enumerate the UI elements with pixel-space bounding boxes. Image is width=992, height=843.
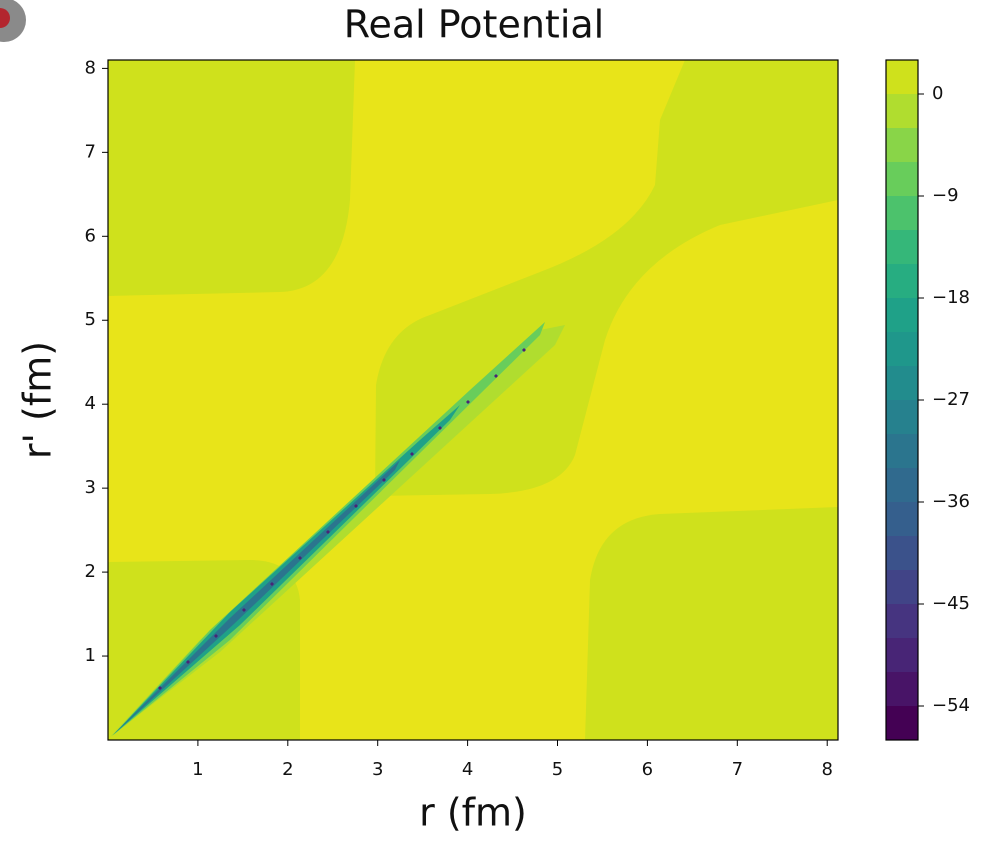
colorbar-band [886,230,918,264]
chart-title: Real Potential [344,3,604,47]
contour-region [158,686,162,690]
corner-icon [0,0,26,42]
x-axis-label: r (fm) [419,791,527,835]
x-tick-label: 5 [552,759,563,780]
colorbar-band [886,502,918,536]
contour-region [585,507,838,740]
x-tick-label: 2 [282,759,293,780]
colorbar-band [886,638,918,672]
contour-region [466,400,470,404]
contour-region [354,504,358,508]
colorbar-tick-label: 0 [932,83,943,104]
contour-region [108,60,355,296]
colorbar-band [886,434,918,468]
y-axis-label: r' (fm) [16,341,60,459]
colorbar-band [886,672,918,706]
colorbar-band [886,94,918,128]
colorbar-band [886,128,918,162]
y-tick-label: 8 [85,57,96,78]
contour-region [494,374,498,378]
colorbar-band [886,536,918,570]
colorbar-tick-label: −27 [932,389,970,410]
x-tick-label: 4 [462,759,473,780]
colorbar-band [886,298,918,332]
x-tick-label: 6 [642,759,653,780]
contour-region [438,426,442,430]
y-tick-label: 5 [85,309,96,330]
colorbar-tick-label: −18 [932,287,970,308]
contour-region [326,530,330,534]
y-tick-label: 1 [85,645,96,666]
y-tick-label: 2 [85,561,96,582]
contour-region [242,608,246,612]
plot-frame [107,59,839,741]
colorbar-band [886,468,918,502]
colorbar-band [886,366,918,400]
x-tick-label: 1 [192,759,203,780]
y-tick-label: 7 [85,141,96,162]
colorbar-band [886,264,918,298]
colorbar-band [886,604,918,638]
contour-region [186,660,190,664]
contour-region [522,348,526,352]
y-tick-label: 6 [85,225,96,246]
x-tick-label: 7 [732,759,743,780]
contour-region [114,460,400,734]
contour-region [270,582,274,586]
contour-region [214,634,218,638]
y-tick-label: 3 [85,477,96,498]
colorbar-tick-label: −45 [932,593,970,614]
colorbar-band [886,706,918,740]
colorbar-tick-label: −9 [932,185,959,206]
colorbar-band [886,196,918,230]
colorbar-band [886,332,918,366]
y-tick-label: 4 [85,393,96,414]
colorbar-band [886,570,918,604]
colorbar-band [886,400,918,434]
colorbar-tick-label: −36 [932,491,970,512]
contour-field [108,60,838,740]
colorbar-band [886,60,918,94]
contour-region [382,478,386,482]
colorbar-band [886,162,918,196]
x-tick-label: 3 [372,759,383,780]
colorbar-tick-label: −54 [932,695,970,716]
contour-region [298,556,302,560]
contour-region [410,452,414,456]
x-tick-label: 8 [821,759,832,780]
